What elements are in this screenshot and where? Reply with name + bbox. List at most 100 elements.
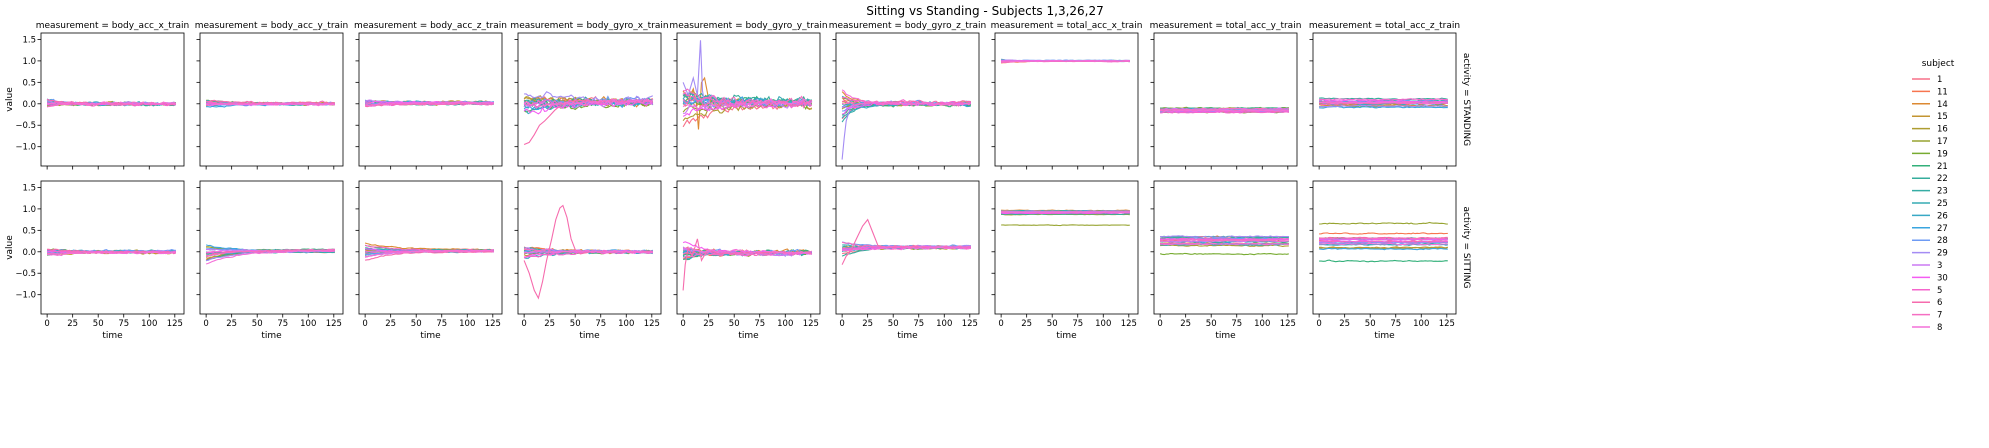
legend-entry: 16 xyxy=(1912,125,1948,135)
y-tick-label: 0.0 xyxy=(22,248,36,258)
series-line xyxy=(841,218,970,265)
panel-frame xyxy=(1153,180,1298,315)
panel-frame xyxy=(517,32,662,167)
series-line xyxy=(1319,105,1448,109)
series-line xyxy=(1001,213,1130,216)
facet-panel: measurement = body_gyro_x_train xyxy=(510,21,669,170)
x-tick-label: 25 xyxy=(1021,319,1032,329)
x-tick-label: 125 xyxy=(803,319,819,329)
x-tick-label: 50 xyxy=(729,319,740,329)
facet-column-title: measurement = body_acc_x_train xyxy=(36,21,190,31)
legend-entry: 19 xyxy=(1912,149,1948,159)
legend-entry: 22 xyxy=(1912,174,1948,184)
x-tick-label: 50 xyxy=(1206,319,1217,329)
series-line xyxy=(1319,232,1448,235)
facet-panel: measurement = total_acc_x_train xyxy=(991,21,1143,170)
x-tick-label: 100 xyxy=(459,319,475,329)
x-axis-label: time xyxy=(420,331,441,341)
series-line xyxy=(682,238,811,291)
x-axis-label: time xyxy=(1374,331,1395,341)
legend-label: 11 xyxy=(1937,87,1948,97)
y-axis-label: value xyxy=(5,235,15,260)
x-tick-label: 100 xyxy=(1413,319,1429,329)
x-tick-label: 75 xyxy=(118,319,129,329)
series-lines xyxy=(1318,221,1448,263)
series-line xyxy=(1160,107,1289,111)
x-tick-label: 25 xyxy=(226,319,237,329)
y-tick-label: −1.0 xyxy=(15,143,36,153)
panel-frame xyxy=(1153,32,1298,167)
facet-column-title: measurement = total_acc_y_train xyxy=(1150,21,1302,31)
x-tick-label: 50 xyxy=(411,319,422,329)
x-tick-label: 25 xyxy=(385,319,396,329)
series-line xyxy=(1319,247,1448,251)
facet-column-title: measurement = body_gyro_y_train xyxy=(669,21,827,31)
legend-label: 5 xyxy=(1937,286,1942,296)
x-tick-label: 75 xyxy=(1390,319,1401,329)
x-tick-label: 125 xyxy=(1121,319,1137,329)
series-line xyxy=(1159,252,1289,256)
series-line xyxy=(1159,109,1289,112)
x-tick-label: 50 xyxy=(570,319,581,329)
facet-panel: −1.0 −0.5 0.0 0.5 1.0 1.5 value 0 25 50 75 100 125 ti… xyxy=(5,180,185,341)
x-tick-label: 100 xyxy=(1254,319,1270,329)
x-tick-label: 0 xyxy=(998,319,1003,329)
x-tick-label: 75 xyxy=(1072,319,1083,329)
series-line xyxy=(205,248,335,258)
legend-label: 30 xyxy=(1937,273,1948,283)
x-tick-label: 50 xyxy=(252,319,263,329)
x-axis-label: time xyxy=(579,331,600,341)
x-tick-label: 100 xyxy=(300,319,316,329)
series-lines xyxy=(1318,97,1448,109)
legend-entry: 14 xyxy=(1912,100,1948,110)
facet-panel: measurement = body_gyro_z_train xyxy=(829,21,986,170)
facet-panel: 0 25 50 75 100 125 time xyxy=(673,180,821,341)
legend-entry: 23 xyxy=(1912,187,1948,197)
series-lines xyxy=(1001,58,1130,64)
x-axis-label: time xyxy=(897,331,918,341)
legend-entry: 30 xyxy=(1912,273,1948,283)
x-tick-label: 50 xyxy=(888,319,899,329)
legend-title: subject xyxy=(1922,59,1955,69)
legend-label: 28 xyxy=(1937,236,1948,246)
x-tick-label: 100 xyxy=(1095,319,1111,329)
panel-frame xyxy=(994,32,1139,167)
series-line xyxy=(1160,244,1289,247)
x-tick-label: 25 xyxy=(67,319,78,329)
legend-label: 8 xyxy=(1937,323,1942,333)
x-tick-label: 25 xyxy=(1339,319,1350,329)
facet-panel: 0 25 50 75 100 125 time xyxy=(355,180,503,341)
x-tick-label: 25 xyxy=(544,319,555,329)
y-tick-label: 0.0 xyxy=(22,100,36,110)
series-lines xyxy=(841,89,972,160)
x-tick-label: 75 xyxy=(277,319,288,329)
x-tick-label: 125 xyxy=(1439,319,1455,329)
x-tick-label: 0 xyxy=(680,319,685,329)
x-axis-label: time xyxy=(738,331,759,341)
x-tick-label: 75 xyxy=(436,319,447,329)
series-line xyxy=(1319,246,1448,249)
series-line xyxy=(1160,239,1289,242)
series-lines xyxy=(682,40,813,130)
panel-frame xyxy=(835,32,980,167)
x-tick-label: 0 xyxy=(839,319,844,329)
facet-column-title: measurement = total_acc_x_train xyxy=(991,21,1143,31)
x-tick-label: 75 xyxy=(595,319,606,329)
series-line xyxy=(46,250,176,255)
panel-frame xyxy=(40,180,185,315)
legend-entry: 21 xyxy=(1912,162,1948,172)
panel-frame xyxy=(835,180,980,315)
panel-frame xyxy=(1312,180,1457,315)
series-line xyxy=(841,102,970,160)
facet-column-title: measurement = body_gyro_x_train xyxy=(510,21,668,31)
legend-label: 26 xyxy=(1937,211,1948,221)
x-axis-label: time xyxy=(102,331,123,341)
legend-label: 21 xyxy=(1937,162,1948,172)
series-lines xyxy=(1159,235,1289,256)
legend-entry: 29 xyxy=(1912,249,1948,259)
y-tick-label: −1.0 xyxy=(15,291,36,301)
facet-panel: 0 25 50 75 100 125 time xyxy=(832,180,980,341)
x-tick-label: 125 xyxy=(326,319,342,329)
series-line xyxy=(1160,235,1289,238)
series-line xyxy=(1319,238,1448,242)
